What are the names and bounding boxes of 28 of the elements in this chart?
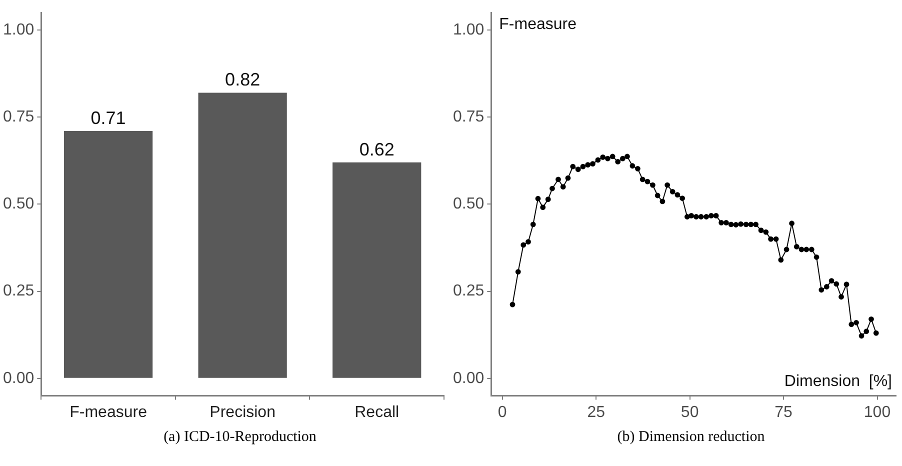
y-tick-label: 1.00 bbox=[3, 21, 34, 38]
y-tick-label: 0.50 bbox=[3, 196, 34, 213]
y-tick-label: 1.00 bbox=[453, 21, 484, 38]
y-axis-title: F-measure bbox=[499, 16, 577, 34]
text: (b) Dimension reduction bbox=[616, 429, 765, 446]
x-tick-label: Recall bbox=[354, 404, 400, 421]
x-axis-title: Dimension [%] bbox=[784, 373, 892, 390]
y-tick-label: 0.00 bbox=[453, 370, 484, 387]
x-tick-label: 75 bbox=[774, 404, 793, 421]
data-label: 0.71 bbox=[90, 108, 126, 128]
y-tick-label: 0.25 bbox=[3, 282, 34, 300]
bar bbox=[332, 162, 422, 378]
bar bbox=[198, 92, 287, 378]
x-tick-label: Precision bbox=[210, 404, 276, 421]
y-tick-label: 0.50 bbox=[453, 196, 484, 213]
x-tick-label: 25 bbox=[587, 404, 606, 421]
text: (a) ICD-10-Reproduction bbox=[162, 429, 316, 446]
data-label: 0.62 bbox=[359, 139, 394, 160]
y-tick-label: 0.25 bbox=[453, 282, 484, 300]
y-tick-label: 0.00 bbox=[3, 370, 34, 387]
bar bbox=[64, 131, 153, 378]
x-tick-label: 0 bbox=[498, 404, 507, 421]
x-tick-label: F-measure bbox=[70, 404, 148, 421]
y-tick-label: 0.75 bbox=[453, 108, 484, 126]
x-tick-label: 50 bbox=[680, 404, 699, 421]
data-label: 0.82 bbox=[225, 70, 260, 90]
x-tick-label: 100 bbox=[864, 404, 891, 421]
y-tick-label: 0.75 bbox=[3, 108, 34, 126]
